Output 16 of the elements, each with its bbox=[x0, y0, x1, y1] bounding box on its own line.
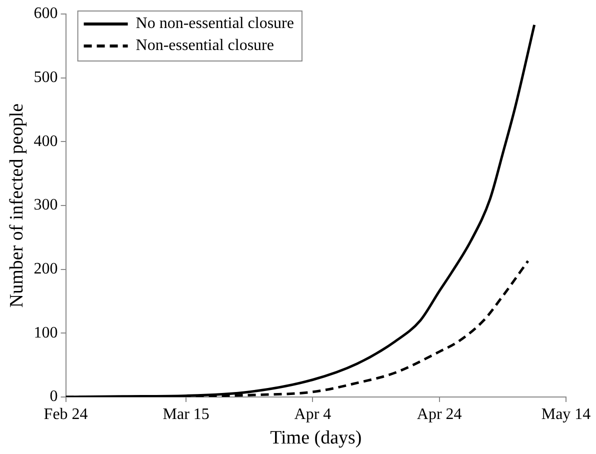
x-tick-label: Mar 15 bbox=[162, 406, 210, 423]
y-tick-label: 300 bbox=[34, 196, 58, 214]
y-tick-label: 100 bbox=[34, 324, 58, 342]
x-tick-label: Feb 24 bbox=[44, 406, 88, 423]
x-tick-label: May 14 bbox=[541, 406, 591, 423]
y-tick-label: 200 bbox=[34, 260, 58, 278]
x-tick-label: Apr 24 bbox=[416, 406, 462, 423]
y-tick-label: 500 bbox=[34, 69, 58, 86]
legend-label: Non-essential closure bbox=[136, 37, 274, 54]
legend-label: No non-essential closure bbox=[136, 15, 294, 32]
x-tick-label: Apr 4 bbox=[294, 406, 332, 423]
y-tick-label: 400 bbox=[34, 132, 58, 150]
y-tick-label: 600 bbox=[34, 5, 58, 22]
x-axis-title: Time (days) bbox=[270, 428, 362, 449]
y-axis-title: Number of infected people bbox=[6, 103, 28, 308]
y-tick-label: 0 bbox=[50, 388, 58, 406]
